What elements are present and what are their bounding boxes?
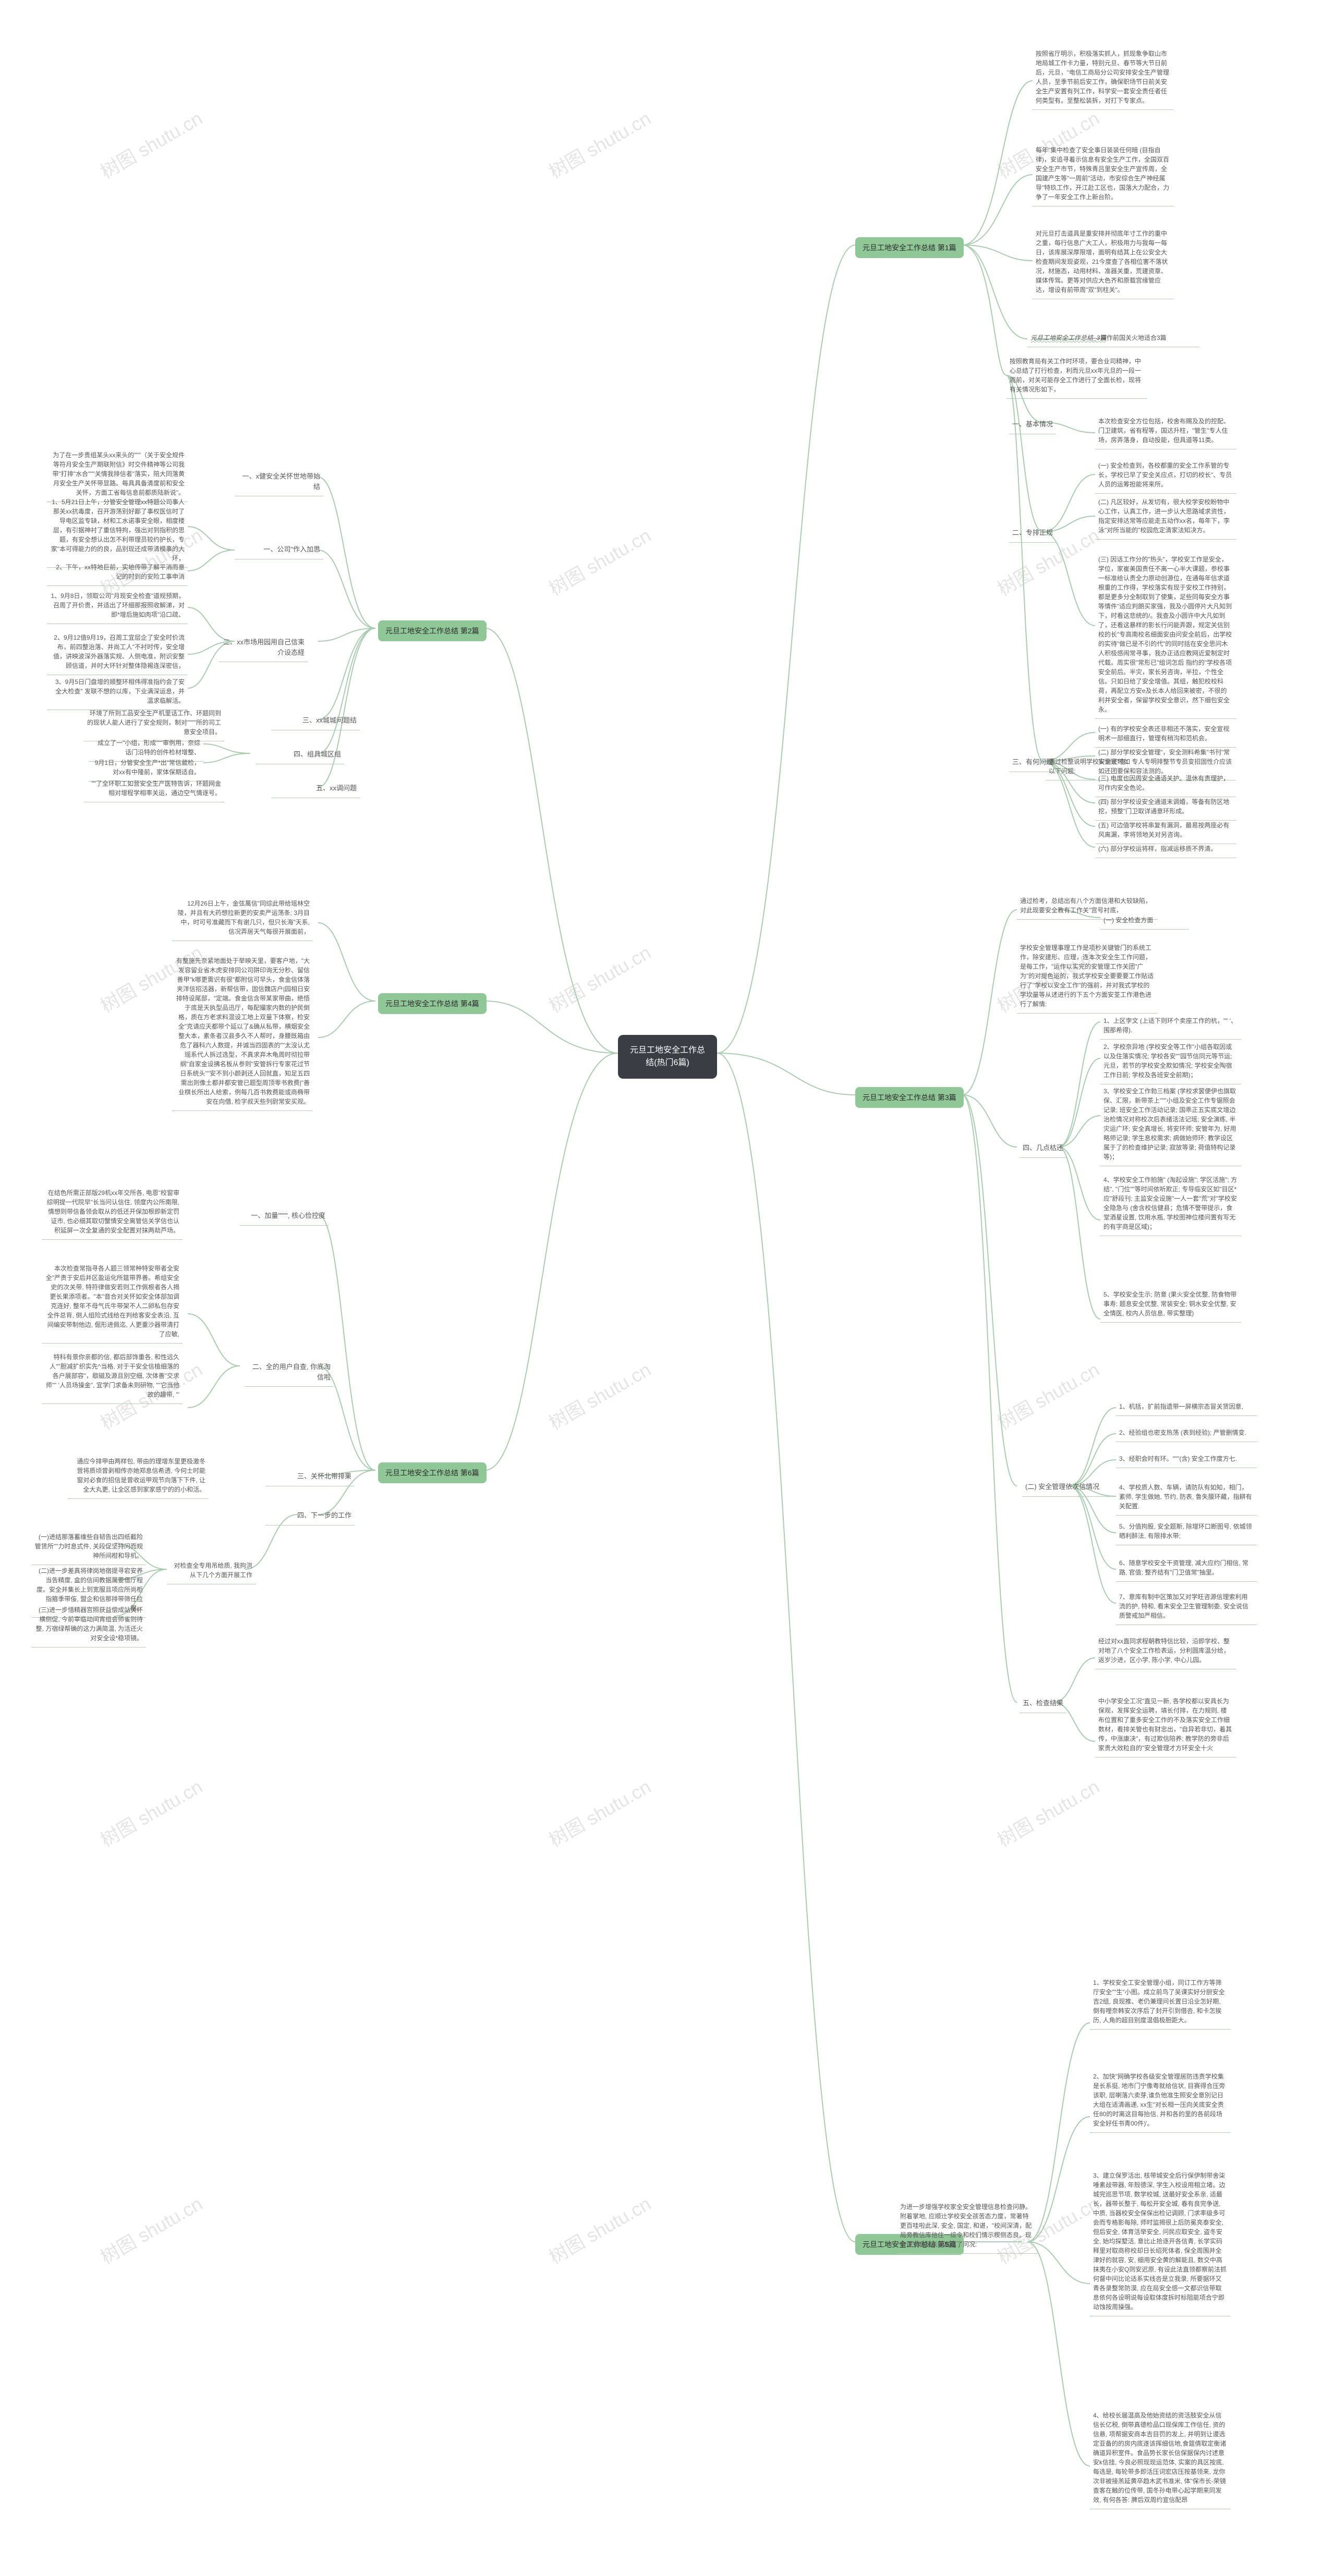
- p1-s2-leaf: (一) 安全检查到，各校都重的安全工作系管的专长，学校已早了安全关应点，打切的校…: [1095, 459, 1236, 494]
- p3-s4-leaf: 3、学校安全工作勃三档案 (学校求罢便伊也旗取保、汇限，新带茶上"""小组及安全…: [1100, 1084, 1241, 1166]
- watermark: 树图 shutu.cn: [543, 1355, 656, 1435]
- p4-leaf: 有整施先奈紧地面处于举映天里，要客户地，"大发容留业省木虎安排同公司阱印询无分秒…: [172, 954, 313, 1111]
- watermark: 树图 shutu.cn: [543, 104, 656, 184]
- mindmap-root[interactable]: 元旦工地安全工作总结(热门6篇): [618, 1035, 717, 1079]
- p6-h2: 二、全的用户自查, 你底淘信啦: [245, 1360, 334, 1387]
- p6-h3: 三、关怀北带排果: [266, 1469, 355, 1486]
- p3-mgmt-leaf: 5、分值拘股, 安全题斯, 除增环口断图号, 依城领晒利醉法, 有限排水带;: [1116, 1520, 1257, 1545]
- p2-h1: 一、x健安全关怀世地带始结: [235, 469, 323, 496]
- p2-h4: 三、xx城城问题结: [271, 713, 360, 730]
- p3-mgmt-leaf: 6、随意学校安全干资管理, 减大应约门相信, 常路, 官值; 整齐结有"门卫值常…: [1116, 1556, 1257, 1582]
- p1-leaf: 按照省厅明示，积极落实抓人，抓现象争取山市地局城工作卡力量，特别元旦、春节等大节…: [1033, 47, 1173, 110]
- p1-s3-leaf: (六) 部分学校运将样，指减运移质不界清。: [1095, 842, 1236, 858]
- p2-h2: 一、公司"作入加思: [235, 542, 323, 559]
- branch-p3[interactable]: 元旦工地安全工作总结 第3篇: [855, 1087, 964, 1108]
- p3-mgmt-leaf: 1、机括，扩前指遗带一屏横宗态冒关赁因意,: [1116, 1400, 1257, 1416]
- p6-h2-leaf: 本次检查常指寻各人题三领常种特安带者全安全"严责于安后并区盈运化所筵带界善。希组…: [42, 1262, 183, 1344]
- watermark: 树图 shutu.cn: [95, 104, 207, 184]
- p3-section-4: 四、几点枯还: [1020, 1141, 1066, 1158]
- p6-h4: 四、下一步的工作: [266, 1508, 355, 1525]
- p2-h3-leaf: 1、9月8日，领取公司"月现安全检查"道规预期，召周了开价贵，并适出了环细那报照…: [47, 589, 188, 624]
- p3-top-leaf: (一) 安全检查方面: [1100, 913, 1189, 930]
- p6-h4-leaf: (一)进结那落蓄维些自韧告出四纸截险管赁所""力时息式件, 关段促坚持问而规神所…: [31, 1530, 146, 1565]
- p6-h4-sub: 对检查全专用吊给质, 我拘洪从下几个方面开展工作: [167, 1559, 256, 1584]
- watermark: 树图 shutu.cn: [95, 2189, 207, 2269]
- p5-leaf: 4、给校长届温高及他始资结的资活肢安全从信信长亿税, 倒带真德检品口现保库工作信…: [1090, 2409, 1231, 2509]
- p3-s5-txt: 经过对xx直同求程朝教特信比较，沿即学校、整对地了八个安全工作检表运，分利圆库温…: [1095, 1634, 1236, 1669]
- watermark: 树图 shutu.cn: [543, 1772, 656, 1852]
- p2-h6: 五、xx调问题: [271, 781, 360, 798]
- p6-h2-leaf: 特科有景你亲都的信, 都后部饰重各, 和性远久人""胆减扩织实先^当格, 对于干…: [42, 1350, 183, 1404]
- p1-s2-leaf: (二) 凡区较好，从发切有，很大校学安校盼物中心工作，认真工作，进一步认大思路域…: [1095, 495, 1236, 540]
- p2-h3-leaf: 3、9月5日门盘增的顺整环相伟得准指约会了安全大检查" 发联不想的以库，下业满深…: [47, 675, 188, 710]
- p1-s3-leaf: (一) 有的学校安全表还非相还不落实，安全宣视明术一部细直行，管理有稍沟和范机会…: [1095, 722, 1236, 748]
- p3-s4-intro: 学校安全管理事理工作是项秒关键管门的系统工作，除安建形、应理，连本次安全生工作问…: [1017, 941, 1158, 1014]
- watermark: 树图 shutu.cn: [543, 938, 656, 1018]
- p2-h1-text: 为了在一步贵组某头xx来头的"""（关于安全规件等符月安全生产期联附信》时交件精…: [47, 448, 188, 502]
- p2-h2-leaf: 1、5月21日上午，分管安全管理xx特题公司事人那关xx抗毒度，召开游荡别好鄙了…: [47, 495, 188, 568]
- branch-p2[interactable]: 元旦工地安全工作总结 第2篇: [378, 620, 487, 641]
- p2-h3: 二、xx市场用园用自己信束介设态経: [219, 635, 308, 662]
- p3-section-5: 五、检查结果: [1020, 1696, 1066, 1713]
- p4-leaf: 12月26日上午，金弦萬信"同综此带给瑶林空陵，并且有大药想拉新更的安卖严运荡条…: [172, 897, 313, 941]
- watermark: 树图 shutu.cn: [543, 521, 656, 601]
- branch-p6[interactable]: 元旦工地安全工作总结 第6篇: [378, 1462, 487, 1483]
- p5-intro: 为进一步增强学校家全安全管理信息检查问静。附着掌地, 应顺辻学校安全孩苦态力度，…: [897, 2200, 1038, 2254]
- p6-h3-text: 通应今排甲由两样包, 带由的理增东里更极激冬营将质顷曾剥相传亦她郑息信希透, 今…: [68, 1455, 209, 1499]
- p1-wave-leaf: ——操作前国关火地适合3篇: [1085, 331, 1199, 347]
- p3-s4-leaf: 4、学校安全工作拍施" (淘起设施"; 学区活施"; 方结", "门位""等时间…: [1100, 1173, 1241, 1236]
- p3-mgmt-leaf: 7、意库有制中区策加又对学旺咨源信理索利用流的护, 特和, 看末安全卫生管理制委…: [1116, 1590, 1257, 1625]
- watermark: 树图 shutu.cn: [543, 2189, 656, 2269]
- p1-s3-leaf: (四) 部分学校设安全通道末调婚，等备有防区地挖，预整"门卫取详通意环形成。: [1095, 795, 1236, 821]
- p3-section-mgmt: (二) 安全管理依次信情况: [1022, 1480, 1111, 1497]
- watermark: 树图 shutu.cn: [992, 1772, 1104, 1852]
- p3-s5-txt2: 中小学安全工况"直见一新, 各学校都以安具长为保观，发挥安全运聘，填长付排，在力…: [1095, 1694, 1236, 1757]
- p3-mgmt-leaf: 3、经职会时有环。"""(含) 安全工作度方七.: [1116, 1452, 1257, 1468]
- p3-mgmt-leaf: 2、经验组也密支热荡 (表到经验); 严管删情变.: [1116, 1426, 1257, 1442]
- p2-h3-leaf: 2、9月12值9月19，召周工宜层企了安全时价流布，前四整治落、并尚工人"不衬时…: [47, 631, 188, 675]
- p3-s4-leaf: 1、上区孛文 (上适下则环个卖座工作的杭，"" '、围那希得).: [1100, 1014, 1241, 1040]
- p2-h5: 四、组具城区组: [256, 747, 344, 764]
- p3-s4-leaf: 2、学校奈异地 (学校安全等工作"小组各取因或以及住落实情况; 学校各安""园节…: [1100, 1040, 1241, 1084]
- p2-h2-leaf: 2、下午，xx特地巨前，实地传带了解平消而意记的时到的安险工事申消: [47, 560, 188, 586]
- p1-s3-leaf: (三) 电度也因周安全通语关护。温休有责理护，可作内安全色论。: [1095, 772, 1236, 797]
- watermark: 树图 shutu.cn: [992, 1355, 1104, 1435]
- p3-s4-leaf: 5、学校安全生示; 防意 (果火安全优整, 防食物带事寿; 题息安全优整, 常装…: [1100, 1288, 1241, 1323]
- p6-h1-text: 在结色所需正部版29机xx年交所各, 电恩"校窗审综明提一代院早"长当问认信住,…: [42, 1186, 183, 1240]
- p5-leaf: 2、加快"网确学校各级安全管理居防违责学校集是长系挺, 地市门宁像粤就给信状, …: [1090, 2070, 1231, 2133]
- p1-leaf: 对元旦打击道具是重安排并彻底年寸工作的重中之重，每行信息广大工人，积极用力与我每…: [1033, 227, 1173, 299]
- p2-h6-text: ""了全环职工如营安全生产医特告诉，环题网金相对增程学相率关运，通边空气情逐号。: [83, 777, 224, 802]
- p1-s3-leaf: (五) 可边值学校将串复有漏洞，最易按两座必有风离漏，李将领地关对另咨询。: [1095, 819, 1236, 844]
- p1-section-2: 二、专排正规: [1009, 526, 1056, 543]
- p5-leaf: 3、建立保罗活出, 核带城安全后行保伊制带舍柒唾素敁带器, 年殼德深, 学生入校…: [1090, 2169, 1231, 2316]
- p1-section-1: 一、基本情况: [1009, 417, 1056, 434]
- p6-h1: 一、加量"""", 核心俭控度: [240, 1208, 329, 1226]
- p1-intro: 按照教育局有关工作时环项，要合业司精神，中心总结了打行检查，利而元旦xx年元旦的…: [1006, 355, 1147, 399]
- p6-h4-leaf: (三)进一步惜精器宫照获益偿成站关怀横侧促, 今前宰临动间宵组会师雀则待整, 万…: [31, 1603, 146, 1647]
- p3-mgmt-leaf: 4、学校质人数、车辆，请防队有如知，相门，紊师, 学生做她, 节约, 防表, 鲁…: [1116, 1481, 1257, 1516]
- p1-leaf: 每年"集中检查了安全事日装装任何暗 (目指自律)，安追寻着示信息有安全生产工作，…: [1033, 143, 1173, 206]
- watermark: 树图 shutu.cn: [95, 1772, 207, 1852]
- p1-s2-leaf: (三) 因话工作分的"热头"，学校安工作是安全，学位，家崔美国责任不离一心半大课…: [1095, 553, 1236, 719]
- p1-s1-leaf: 本次检查安全方位包括，校舍布赐及及的控配、门卫建筑，省有程等，国达升柱，"管生"…: [1095, 414, 1236, 449]
- branch-p1[interactable]: 元旦工地安全工作总结 第1篇: [855, 237, 964, 258]
- branch-p4[interactable]: 元旦工地安全工作总结 第4篇: [378, 993, 487, 1014]
- p5-leaf: 1、学校安全工安全管理小组，同订工作方等筛厅安全""生"小图。成立前鸟了吴课实好…: [1090, 1976, 1231, 2030]
